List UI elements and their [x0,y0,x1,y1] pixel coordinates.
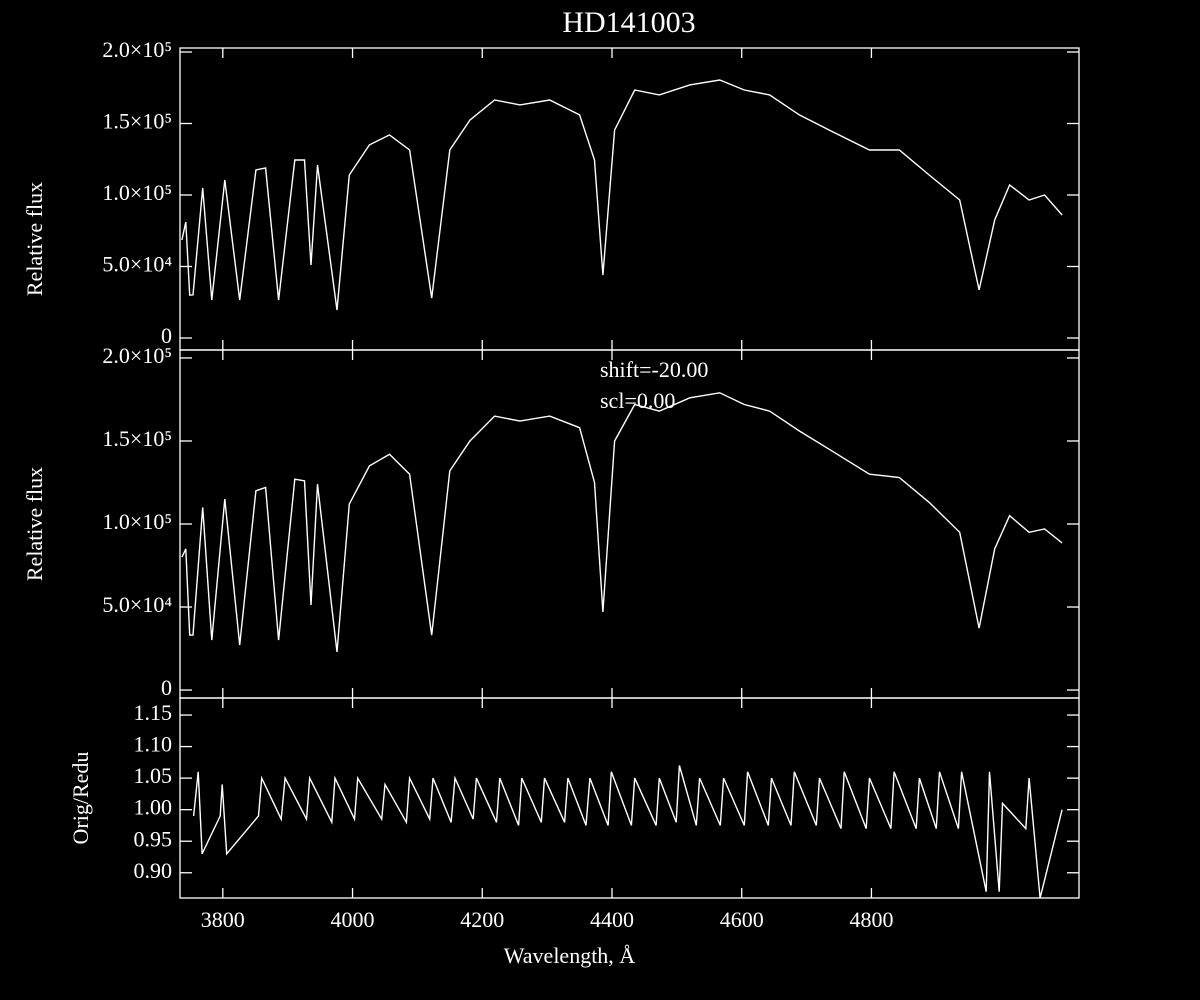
y-axis-label: Relative flux [22,182,47,296]
y-tick-label: 1.0×10⁵ [102,509,172,534]
y-tick-label: 2.0×10⁵ [102,37,172,62]
y-tick-label: 1.0×10⁵ [102,180,172,205]
y-tick-label: 1.5×10⁵ [102,426,172,451]
annotation: shift=-20.00 [600,357,708,382]
y-axis-label: Relative flux [22,467,47,581]
x-tick-label: 4600 [720,907,764,932]
chart-title: HD141003 [562,6,695,39]
y-tick-label: 5.0×10⁴ [102,252,172,277]
y-tick-label: 2.0×10⁵ [102,343,172,368]
x-tick-label: 4400 [590,907,634,932]
x-tick-label: 4200 [460,907,504,932]
x-tick-label: 4800 [849,907,893,932]
y-tick-label: 1.5×10⁵ [102,109,172,134]
spectrum-line [181,79,1063,311]
y-tick-label: 0 [161,323,172,348]
x-tick-label: 4000 [331,907,375,932]
y-tick-label: 1.10 [134,732,173,757]
y-tick-label: 0.90 [134,858,173,883]
spectrum-line [181,392,1063,653]
plot-frame [179,697,1080,899]
y-tick-label: 0 [161,675,172,700]
y-axis-label: Orig/Redu [68,752,93,845]
spectrum-line [192,765,1063,899]
y-tick-label: 1.05 [134,763,173,788]
y-tick-label: 1.00 [134,795,173,820]
y-tick-label: 0.95 [134,826,173,851]
x-axis-label: Wavelength, Å [504,943,636,968]
annotation: scl=0.00 [600,388,675,413]
y-tick-label: 1.15 [134,700,173,725]
x-tick-label: 3800 [201,907,245,932]
y-tick-label: 5.0×10⁴ [102,592,172,617]
